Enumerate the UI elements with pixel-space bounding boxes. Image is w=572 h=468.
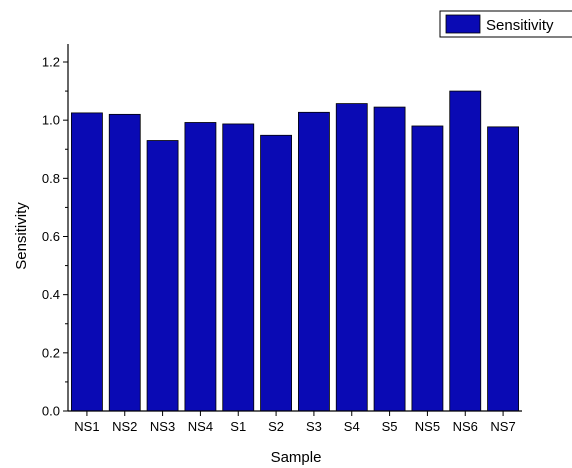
x-tick-label: NS4 [188,419,213,434]
axes-layer: NS1 NS2 NS3 NS4 S1 S2 S3 S4 S5 NS5 NS6 NS7 0.0 0.2 0.4… [42,44,522,434]
x-tick-label: S5 [382,419,398,434]
bar-ns4 [184,122,217,412]
bar-ns5 [411,125,444,412]
y-tick-label: 0.4 [42,287,60,302]
bar-s1 [222,123,255,412]
x-tick-label: NS3 [150,419,175,434]
x-tick-label: NS7 [490,419,515,434]
y-tick-label: 1.2 [42,55,60,70]
legend: Sensitivity [439,10,572,38]
bar-s4 [335,103,368,412]
x-tick-label: S2 [268,419,284,434]
bar-ns1 [71,112,103,412]
y-tick-label: 0.8 [42,171,60,186]
bar-s2 [260,134,292,412]
legend-swatch [445,14,481,34]
bar-ns2 [108,113,141,412]
x-tick-label: S4 [344,419,360,434]
x-tick-label: NS5 [415,419,440,434]
y-tick-label: 0.0 [42,404,60,419]
bar-ns3 [146,140,179,412]
bar-ns7 [487,126,519,412]
x-tick-label: NS6 [453,419,478,434]
y-tick-label: 1.0 [42,113,60,128]
x-tick-label: NS1 [74,419,99,434]
bars-layer [71,90,519,412]
bar-ns6 [449,90,482,412]
y-tick-label: 0.2 [42,345,60,360]
bar-s5 [373,106,406,412]
x-tick-label: NS2 [112,419,137,434]
legend-label: Sensitivity [486,17,554,34]
y-axis-title: Sensitivity [13,202,30,270]
x-axis-title: Sample [271,449,322,466]
x-tick-label: S1 [230,419,246,434]
x-tick-label: S3 [306,419,322,434]
bar-s3 [298,111,330,412]
y-tick-label: 0.6 [42,229,60,244]
